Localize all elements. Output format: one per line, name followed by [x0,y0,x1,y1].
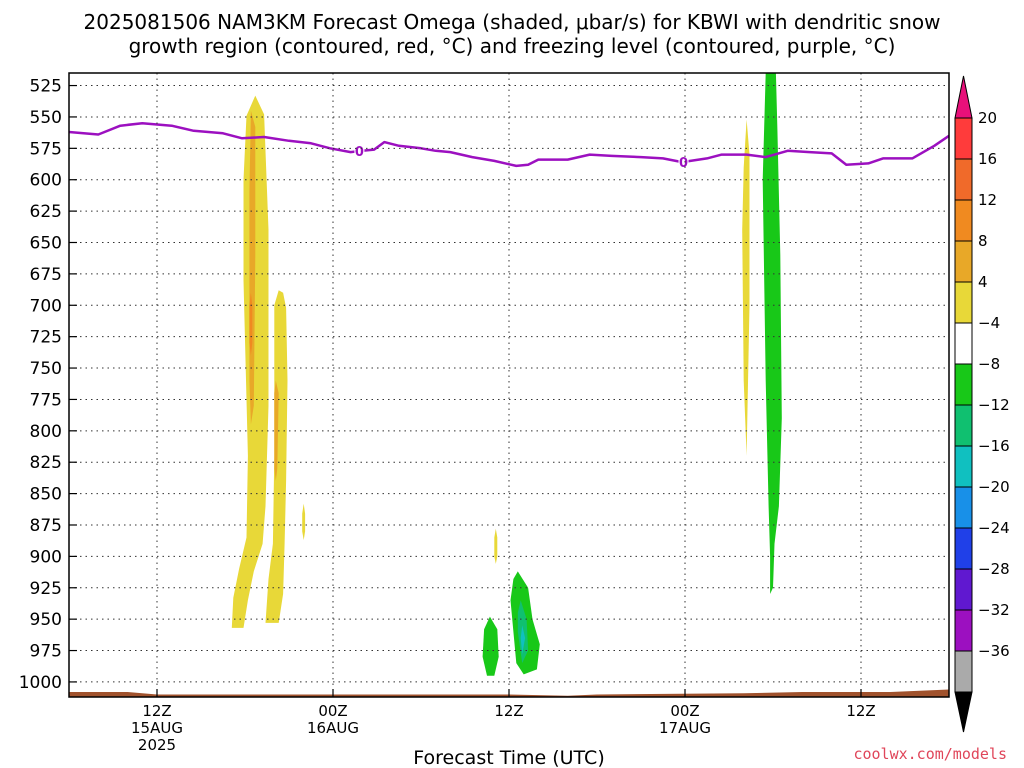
x-tick-label-12-2: 2025 [138,736,176,754]
colorbar-band-5 [954,322,973,365]
colorbar-label-0: 20 [978,109,997,127]
y-tick-label-675: 675 [30,265,62,285]
colorbar-label-8: −16 [978,437,1010,455]
omega-shape-8 [482,616,499,676]
x-tick-label-60-0: 12Z [846,702,875,720]
colorbar-band-12 [954,609,973,652]
freezing-label-1: 0 [355,145,364,160]
freezing-level-contour: 00 [68,121,950,171]
y-tick-label-825: 825 [30,453,62,473]
omega-shape-7 [494,528,498,564]
x-tick-label-48-0: 00Z [670,702,699,720]
y-tick-label-725: 725 [30,328,62,348]
freezing-level-line [68,121,950,168]
y-tick-label-700: 700 [30,296,62,316]
y-tick-label-975: 975 [30,642,62,662]
colorbar-band-2 [954,199,973,242]
x-axis-label: Forecast Time (UTC) [413,747,604,768]
chart-title-line-2: growth region (contoured, red, °C) and f… [129,34,896,58]
colorbar-label-1: 16 [978,150,997,168]
y-tick-label-625: 625 [30,202,62,222]
omega-contours [231,73,782,676]
colorbar-band-3 [954,240,973,283]
colorbar-band-0 [954,117,973,160]
x-tick-label-24-1: 16AUG [307,719,359,737]
grid-lines [69,73,949,697]
x-tick-label-12-0: 12Z [142,702,171,720]
colorbar-label-12: −32 [978,601,1010,619]
colorbar-band-8 [954,445,973,488]
y-axis-ticks: 525 550 575 600 625 650 675 700 725 750 775 800 825 8… [19,77,77,693]
x-tick-label-36-0: 12Z [494,702,523,720]
omega-shape-6 [274,380,279,481]
colorbar-bottom-arrow [954,691,973,733]
omega-shape-11 [520,625,526,655]
colorbar-label-4: 4 [978,273,988,291]
colorbar: 20 16 12 8 4 −4 −8 −12 −16 −20 −24 −28 −32 −36 [954,75,1010,733]
colorbar-band-4 [954,281,973,324]
ground-layer [69,689,949,697]
freezing-label-2: 0 [679,156,688,171]
y-tick-label-950: 950 [30,610,62,630]
colorbar-label-10: −24 [978,519,1010,537]
colorbar-label-3: 8 [978,232,988,250]
y-tick-label-550: 550 [30,108,62,128]
colorbar-band-10 [954,527,973,570]
colorbar-band-9 [954,486,973,529]
x-tick-label-24-0: 00Z [318,702,347,720]
y-tick-label-750: 750 [30,359,62,379]
credit-text: coolwx.com/models [853,745,1007,763]
colorbar-band-13 [954,650,973,693]
y-tick-label-575: 575 [30,139,62,159]
y-tick-label-525: 525 [30,77,62,97]
y-tick-label-1000: 1000 [19,673,62,693]
omega-shape-12 [742,119,750,456]
x-tick-label-12-1: 15AUG [131,719,183,737]
y-tick-label-875: 875 [30,516,62,536]
x-tick-label-48-1: 17AUG [659,719,711,737]
colorbar-label-7: −12 [978,396,1010,414]
colorbar-band-6 [954,363,973,406]
colorbar-band-11 [954,568,973,611]
chart-title-line-1: 2025081506 NAM3KM Forecast Omega (shaded… [84,10,941,34]
y-tick-label-650: 650 [30,233,62,253]
y-tick-label-800: 800 [30,422,62,442]
colorbar-label-6: −8 [978,355,1000,373]
colorbar-label-11: −28 [978,560,1010,578]
colorbar-label-9: −20 [978,478,1010,496]
colorbar-top-arrow [954,75,973,119]
omega-shape-5 [249,292,253,356]
ground-surface [69,689,949,697]
omega-shape-13 [762,73,782,594]
y-tick-label-775: 775 [30,390,62,410]
colorbar-band-7 [954,404,973,447]
freezing-label-bg-2 [678,154,689,169]
colorbar-label-5: −4 [978,314,1000,332]
freezing-label-bg-1 [354,144,365,159]
omega-shape-3 [302,503,306,541]
y-tick-label-850: 850 [30,485,62,505]
y-tick-label-925: 925 [30,579,62,599]
colorbar-label-2: 12 [978,191,997,209]
y-tick-label-600: 600 [30,171,62,191]
colorbar-band-1 [954,158,973,201]
y-tick-label-900: 900 [30,547,62,567]
colorbar-label-13: −36 [978,642,1010,660]
